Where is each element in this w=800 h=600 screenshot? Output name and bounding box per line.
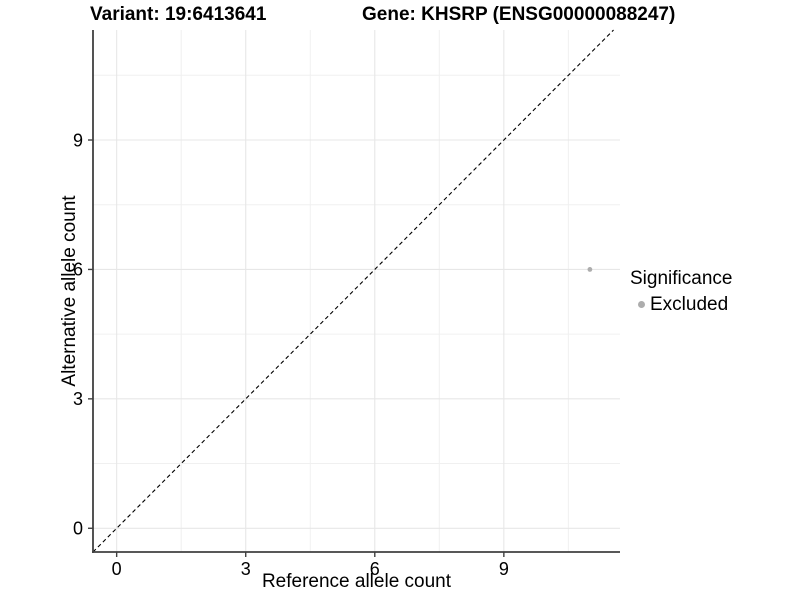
x-tick-label: 0 (112, 559, 122, 579)
legend-title: Significance (630, 268, 733, 289)
variant-title: Variant: 19:6413641 (90, 4, 267, 25)
legend-item-excluded: Excluded (630, 294, 732, 316)
y-axis-title: Alternative allele count (59, 195, 80, 387)
identity-dashed-line (92, 29, 614, 553)
legend: Significance Excluded (630, 268, 732, 316)
y-tick-label: 9 (73, 130, 83, 150)
y-tick-label: 0 (73, 519, 83, 539)
y-tick-label: 6 (73, 260, 83, 280)
x-tick-label: 9 (499, 559, 509, 579)
y-tick-label: 3 (73, 389, 83, 409)
legend-item-label: Excluded (650, 293, 729, 315)
excluded-point-icon (638, 301, 645, 309)
x-axis-title: Reference allele count (261, 571, 452, 592)
x-tick-label: 3 (241, 559, 251, 579)
data-point-excluded (587, 267, 593, 272)
gene-title: Gene: KHSRP (ENSG00000088247) (362, 4, 676, 25)
x-tick-label: 6 (370, 559, 380, 579)
